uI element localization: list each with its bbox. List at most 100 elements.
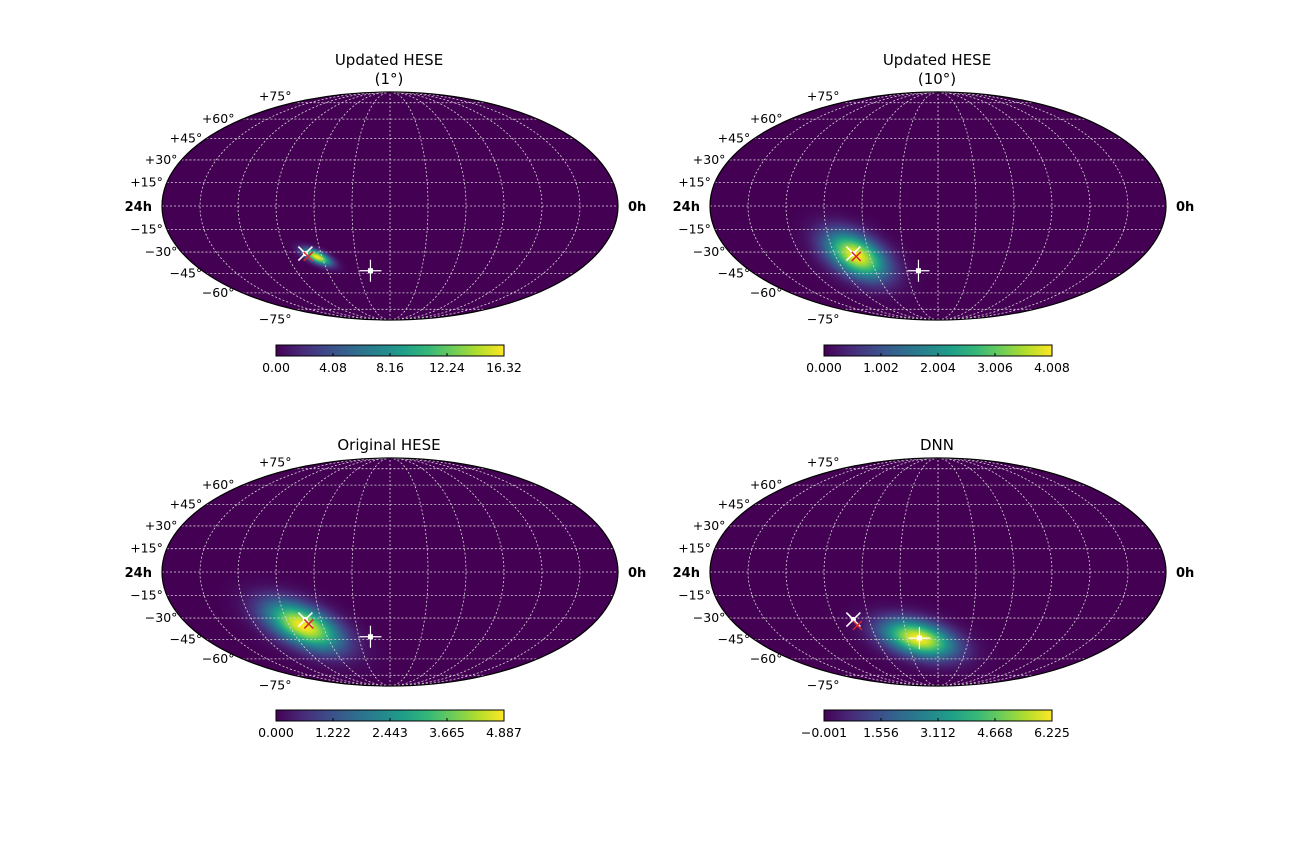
dec-label: +75° xyxy=(259,89,292,104)
meridian-line xyxy=(389,458,581,686)
meridian-line xyxy=(785,92,939,320)
colorbar-tick-label: 3.665 xyxy=(429,725,465,740)
ra-label-left: 24h xyxy=(673,566,700,581)
skymap-panel-4: DNN +75° +60° +45° +30° +15° −15° −30° −45° −60° −… xyxy=(673,436,1195,740)
dec-label: −75° xyxy=(807,677,840,692)
dec-label: +15° xyxy=(130,175,163,190)
meridian-line xyxy=(823,458,939,686)
dec-label: −15° xyxy=(678,587,711,602)
ra-label-left: 24h xyxy=(125,566,152,581)
colorbar-tick-label: 2.004 xyxy=(920,360,956,375)
meridian-line xyxy=(275,92,391,320)
colorbar-tick-label: −0.001 xyxy=(801,725,847,740)
colorbar-tick-label: 1.002 xyxy=(863,360,899,375)
best-fit-x-marker xyxy=(303,251,314,262)
meridian-line xyxy=(785,458,939,686)
colorbar-tick-label: 3.112 xyxy=(920,725,956,740)
dec-label: +45° xyxy=(170,497,203,512)
panel-title: (10°) xyxy=(918,70,956,88)
dec-label: −30° xyxy=(693,244,726,259)
ra-label-right: 0h xyxy=(628,566,646,581)
dec-label: +75° xyxy=(259,455,292,470)
sky-outline xyxy=(709,457,1167,687)
dec-label: −30° xyxy=(145,244,178,259)
colorbar-tick-label: 0.00 xyxy=(262,360,290,375)
sky-outline xyxy=(161,457,619,687)
plus-marker-dot xyxy=(367,634,373,640)
colorbar-tick-label: 2.443 xyxy=(372,725,408,740)
plus-marker-dot xyxy=(915,268,921,274)
dec-label: −60° xyxy=(202,285,235,300)
probability-heatmap xyxy=(283,223,350,290)
probability-heatmap xyxy=(212,535,393,686)
skymap-panel-2: Updated HESE(10°) +75° +60° +45° +30° +15° −15… xyxy=(673,51,1195,375)
dec-label: +60° xyxy=(202,111,235,126)
meridian-line xyxy=(937,92,1053,320)
dec-label: +30° xyxy=(693,152,726,167)
best-fit-x-marker xyxy=(852,620,863,631)
dec-label: −15° xyxy=(130,587,163,602)
panel-title: Updated HESE xyxy=(883,51,991,69)
dec-label: +75° xyxy=(807,455,840,470)
colorbar-tick-label: 1.556 xyxy=(863,725,899,740)
colorbar-tick-label: 3.006 xyxy=(977,360,1013,375)
dec-label: +45° xyxy=(718,131,751,146)
meridian-line xyxy=(389,92,505,320)
plus-marker-dot xyxy=(916,635,922,641)
dec-label: −60° xyxy=(750,285,783,300)
colorbar-tick-label: 0.000 xyxy=(258,725,294,740)
meridian-line xyxy=(237,92,391,320)
meridian-line xyxy=(275,458,391,686)
ra-label-right: 0h xyxy=(1176,200,1194,215)
dec-label: +60° xyxy=(750,111,783,126)
meridian-line xyxy=(389,458,543,686)
best-fit-x-marker xyxy=(303,618,314,629)
dec-label: −15° xyxy=(130,221,163,236)
dec-label: +15° xyxy=(678,175,711,190)
dec-label: +60° xyxy=(750,477,783,492)
colorbar-tick-label: 4.668 xyxy=(977,725,1013,740)
meridian-line xyxy=(389,92,543,320)
meridian-line xyxy=(937,458,1091,686)
sky-outline xyxy=(709,91,1167,321)
sky-outline xyxy=(161,91,619,321)
ra-label-right: 0h xyxy=(1176,566,1194,581)
dec-label: −75° xyxy=(259,311,292,326)
ra-label-left: 24h xyxy=(673,200,700,215)
dec-label: −60° xyxy=(750,651,783,666)
skymap-panel-1: Updated HESE(1°) +75° +60° +45° +30° +15° −15°… xyxy=(125,51,647,375)
colorbar-tick-label: 8.16 xyxy=(376,360,404,375)
dec-label: +45° xyxy=(170,131,203,146)
dec-label: +30° xyxy=(145,152,178,167)
meridian-line xyxy=(237,458,391,686)
dec-label: +60° xyxy=(202,477,235,492)
meridian-line xyxy=(823,92,939,320)
dec-label: −15° xyxy=(678,221,711,236)
panel-title: DNN xyxy=(920,436,954,454)
graticule xyxy=(162,92,618,320)
ra-label-left: 24h xyxy=(125,200,152,215)
colorbar-tick-label: 12.24 xyxy=(429,360,465,375)
colorbar-tick-label: 4.08 xyxy=(319,360,347,375)
meridian-line xyxy=(937,92,1091,320)
ra-label-right: 0h xyxy=(628,200,646,215)
source-star-dot xyxy=(850,616,856,623)
meridian-line xyxy=(747,92,939,320)
dec-label: −75° xyxy=(259,677,292,692)
colorbar-tick-label: 0.000 xyxy=(806,360,842,375)
colorbar-tick-label: 1.222 xyxy=(315,725,351,740)
meridian-line xyxy=(199,458,391,686)
colorbar-tick-label: 16.32 xyxy=(486,360,522,375)
meridian-line xyxy=(747,458,939,686)
dec-label: +30° xyxy=(145,518,178,533)
best-fit-x-marker xyxy=(851,251,862,262)
dec-label: +30° xyxy=(693,518,726,533)
dec-label: +45° xyxy=(718,497,751,512)
graticule xyxy=(710,458,1166,686)
panel-title: (1°) xyxy=(375,70,404,88)
meridian-line xyxy=(199,92,391,320)
panel-title: Updated HESE xyxy=(335,51,443,69)
meridian-line xyxy=(389,458,505,686)
meridian-line xyxy=(389,92,581,320)
